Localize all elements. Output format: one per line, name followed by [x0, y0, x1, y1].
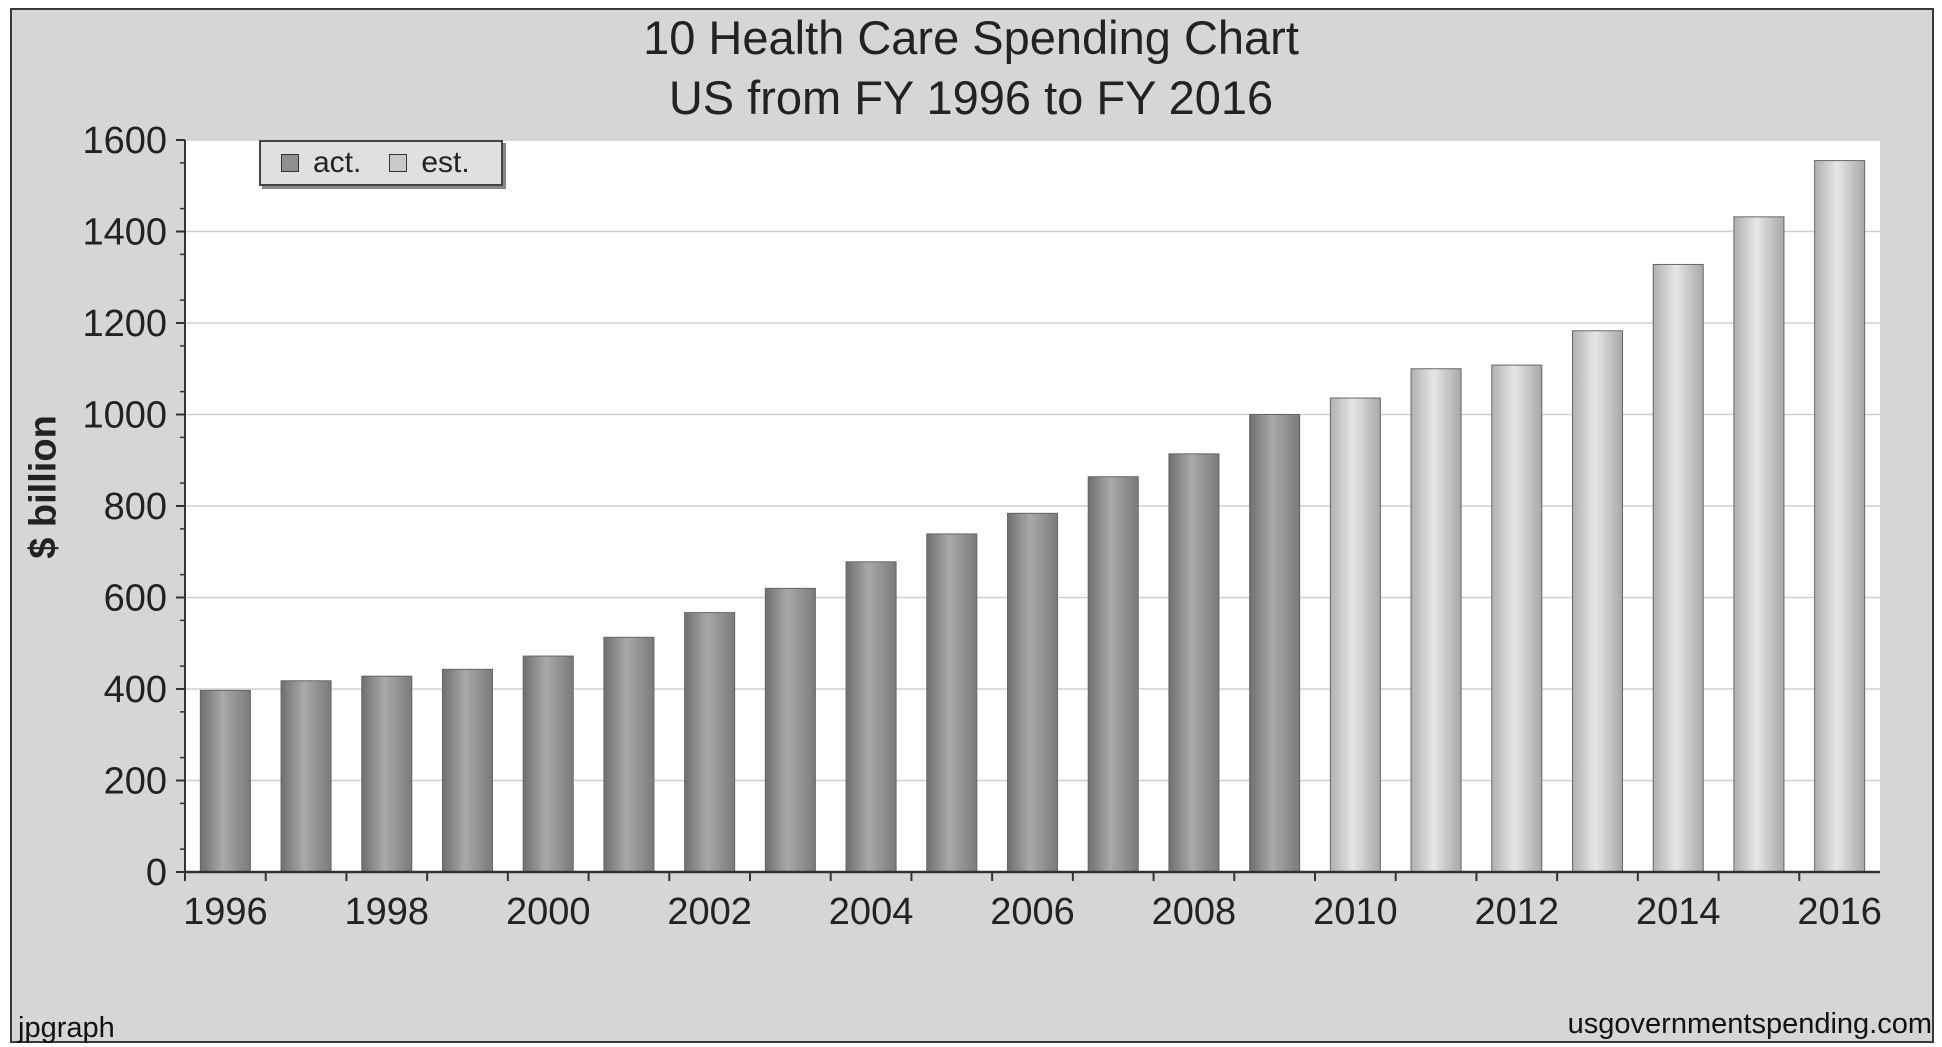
bar-act-2009: [1249, 414, 1301, 873]
x-tick-label: 2014: [1636, 891, 1721, 933]
bar-act-2004: [845, 561, 897, 873]
x-tick-label: 2008: [1152, 891, 1237, 933]
legend-item-act: act.: [281, 146, 361, 180]
bar-act-2003: [764, 587, 816, 873]
legend: act. est.: [259, 140, 503, 186]
bar-act-2007: [1087, 476, 1139, 873]
bar-est-2016: [1814, 160, 1866, 873]
footer-credit-right: usgovernmentspending.com: [1567, 1008, 1932, 1040]
bar-est-2011: [1410, 368, 1462, 873]
y-tick-label: 200: [104, 761, 167, 803]
legend-item-est: est.: [389, 146, 470, 180]
bar-act-2001: [603, 636, 655, 873]
y-axis-label: $ billion: [22, 415, 65, 559]
bar-act-2008: [1168, 453, 1220, 873]
bar-est-2013: [1571, 330, 1624, 873]
bar-est-2012: [1491, 364, 1543, 873]
x-tick-label: 2000: [506, 891, 591, 933]
x-tick-label: 2012: [1475, 891, 1560, 933]
y-tick-label: 1000: [82, 395, 167, 437]
bar-act-2005: [926, 533, 978, 873]
bar-act-1998: [361, 675, 413, 873]
bar-est-2010: [1329, 397, 1381, 873]
x-tick-label: 2004: [829, 891, 914, 933]
footer-credit-left: jpgraph: [18, 1012, 115, 1044]
legend-swatch-est: [389, 154, 408, 172]
bar-act-2006: [1006, 512, 1059, 873]
x-tick-label: 1996: [183, 891, 268, 933]
chart-title: 10 Health Care Spending Chart: [643, 11, 1299, 64]
y-tick-label: 1600: [82, 120, 167, 162]
y-tick-label: 400: [104, 669, 167, 711]
bar-act-2002: [684, 612, 736, 873]
legend-swatch-act: [281, 154, 299, 172]
bar-act-2000: [522, 655, 574, 873]
chart-subtitle: US from FY 1996 to FY 2016: [668, 71, 1274, 124]
bar-act-1996: [199, 689, 251, 873]
x-tick-label: 2002: [667, 891, 752, 933]
legend-label-act: act.: [313, 146, 362, 179]
bar-act-1999: [441, 668, 494, 873]
bar-est-2015: [1733, 216, 1785, 873]
bar-act-1997: [280, 680, 332, 873]
y-tick-label: 800: [104, 486, 167, 528]
x-tick-label: 2016: [1797, 891, 1882, 933]
y-tick-label: 1400: [82, 212, 167, 254]
y-tick-label: 1200: [82, 303, 167, 345]
y-tick-label: 600: [104, 578, 167, 620]
x-tick-label: 1998: [345, 891, 430, 933]
legend-label-est: est.: [421, 146, 470, 179]
x-tick-label: 2010: [1313, 891, 1398, 933]
x-tick-label: 2006: [990, 891, 1075, 933]
bar-est-2014: [1652, 263, 1704, 873]
y-tick-label: 0: [146, 852, 167, 894]
